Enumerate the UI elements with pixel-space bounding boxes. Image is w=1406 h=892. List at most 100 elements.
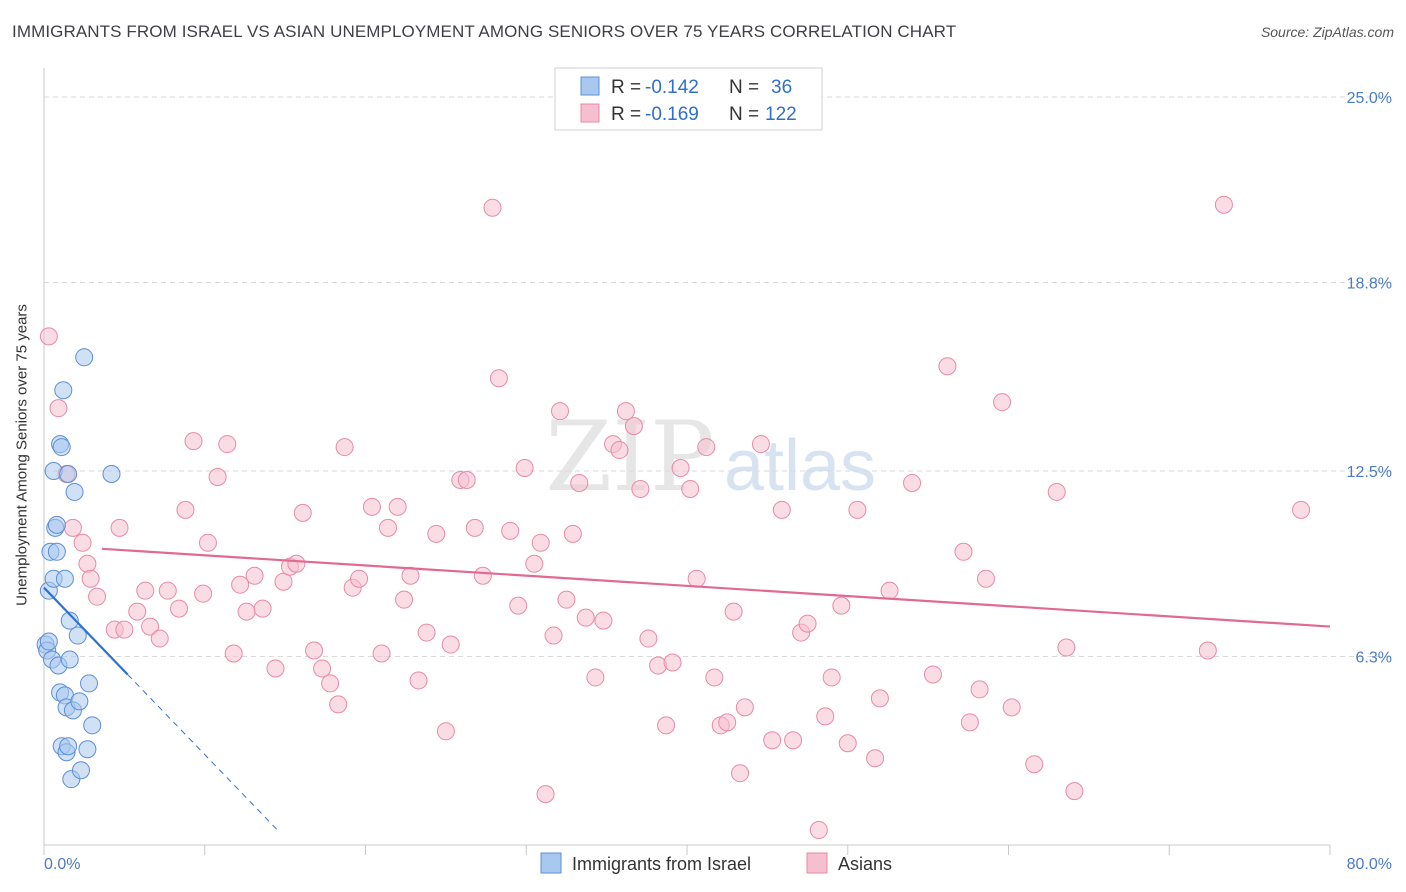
source-credit: Source: ZipAtlas.com xyxy=(1260,24,1394,40)
bottom-label-israel: Immigrants from Israel xyxy=(572,854,751,874)
asian-point xyxy=(903,473,922,492)
asian-point xyxy=(388,497,407,516)
y-tick-label: 6.3% xyxy=(1356,650,1392,667)
asian-point xyxy=(866,749,885,768)
asian-point xyxy=(208,467,227,486)
israel-point xyxy=(60,611,79,630)
asian-point xyxy=(594,611,613,630)
asian-point xyxy=(848,500,867,519)
asian-point xyxy=(395,590,414,609)
israel-point xyxy=(44,462,63,480)
asian-point xyxy=(870,689,889,708)
asian-point xyxy=(110,518,129,537)
asian-point xyxy=(78,554,97,573)
israel-points xyxy=(36,348,121,789)
asian-point xyxy=(687,569,706,588)
asian-point xyxy=(321,674,340,693)
asian-point xyxy=(489,369,508,388)
asian-point xyxy=(563,524,582,543)
asian-point xyxy=(718,713,737,732)
asian-point xyxy=(436,722,455,741)
asian-point xyxy=(798,614,817,633)
asian-point xyxy=(976,569,995,588)
asian-point xyxy=(809,821,828,840)
israel-point xyxy=(60,650,79,669)
asian-point xyxy=(960,713,979,732)
svg-text:R = -0.142 N =: R = -0.142 N = 36 R = -0.169 N = 122 xyxy=(611,77,797,125)
asian-point xyxy=(631,479,650,498)
asian-point xyxy=(329,695,348,714)
y-tick-label: 12.5% xyxy=(1347,464,1392,481)
asian-point xyxy=(551,402,570,421)
asian-point xyxy=(237,602,256,621)
asian-point xyxy=(832,596,851,615)
israel-point xyxy=(78,740,97,759)
legend-n-label-israel: N = xyxy=(729,77,764,98)
asian-point xyxy=(616,402,635,421)
asian-point xyxy=(576,608,595,627)
asian-point xyxy=(639,629,658,648)
asian-point xyxy=(586,668,605,687)
asian-point xyxy=(184,432,203,451)
asian-point xyxy=(880,581,899,600)
asian-point xyxy=(1214,195,1233,214)
israel-point xyxy=(68,626,87,645)
asian-point xyxy=(772,500,791,519)
asian-point xyxy=(409,671,428,690)
y-tick-label: 25.0% xyxy=(1347,90,1392,107)
israel-point xyxy=(59,464,78,483)
asian-point xyxy=(49,399,68,418)
asian-point xyxy=(170,599,189,618)
chart-title: IMMIGRANTS FROM ISRAEL VS ASIAN UNEMPLOY… xyxy=(12,22,957,41)
series-legend: Immigrants from Israel Asians xyxy=(540,852,892,874)
asian-point xyxy=(784,731,803,750)
israel-point xyxy=(80,674,99,693)
asian-point xyxy=(158,581,177,600)
asian-point xyxy=(224,644,243,663)
asian-point xyxy=(954,542,973,561)
asian-point xyxy=(705,668,724,687)
israel-point xyxy=(83,716,102,735)
asian-point xyxy=(128,602,147,621)
asian-point xyxy=(816,707,835,726)
asian-point xyxy=(649,656,668,675)
asian-point xyxy=(39,327,58,346)
asian-point xyxy=(838,734,857,753)
asian-point xyxy=(218,435,237,454)
asian-point xyxy=(501,521,520,540)
legend-n-label-asian: N = xyxy=(729,104,764,125)
legend-r-label-israel: R = xyxy=(611,77,646,98)
trendline-israel xyxy=(43,586,129,676)
asian-point xyxy=(401,566,420,585)
asian-point xyxy=(136,581,155,600)
asian-point xyxy=(515,459,534,478)
asian-point xyxy=(610,441,629,460)
asian-point xyxy=(624,417,643,436)
legend-swatch-asian xyxy=(580,103,600,123)
asian-point xyxy=(176,500,195,519)
y-tick-label: 18.8% xyxy=(1347,276,1392,293)
israel-point xyxy=(47,515,66,534)
x-tick-label-max: 80.0% xyxy=(1347,856,1392,873)
asian-point xyxy=(993,393,1012,412)
x-ticks xyxy=(43,845,1331,855)
asian-point xyxy=(150,629,169,648)
y-tick-labels: 6.3% 12.5% 18.8% 25.0% xyxy=(1347,90,1392,667)
asian-point xyxy=(245,566,264,585)
asian-point xyxy=(763,731,782,750)
israel-point xyxy=(102,464,121,483)
israel-point xyxy=(52,438,71,457)
stats-legend: R = -0.142 N = 36 R = -0.169 N = 122 xyxy=(554,67,823,131)
asian-point xyxy=(362,497,381,516)
asian-point xyxy=(697,438,716,457)
asian-point xyxy=(73,533,92,552)
asian-point xyxy=(441,635,460,654)
asian-point xyxy=(923,665,942,684)
asian-point xyxy=(305,641,324,660)
bottom-swatch-asian xyxy=(806,852,828,874)
asian-point xyxy=(231,575,250,594)
israel-point xyxy=(75,348,94,367)
asian-point xyxy=(557,590,576,609)
asian-point xyxy=(536,785,555,804)
